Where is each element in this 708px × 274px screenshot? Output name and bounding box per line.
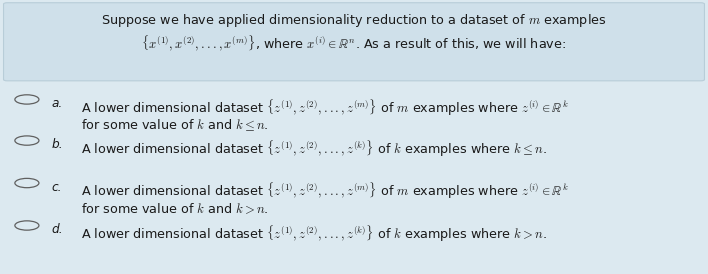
Text: c.: c. xyxy=(52,181,62,194)
Text: A lower dimensional dataset $\{z^{(1)},z^{(2)},...,z^{(k)}\}$ of $k$ examples wh: A lower dimensional dataset $\{z^{(1)},z… xyxy=(81,138,547,159)
FancyBboxPatch shape xyxy=(4,3,704,81)
Text: A lower dimensional dataset $\{z^{(1)},z^{(2)},...,z^{(m)}\}$ of $m$ examples wh: A lower dimensional dataset $\{z^{(1)},z… xyxy=(81,97,569,118)
Text: for some value of $k$ and $k \leq n$.: for some value of $k$ and $k \leq n$. xyxy=(81,118,269,133)
Text: b.: b. xyxy=(52,138,63,151)
Text: A lower dimensional dataset $\{z^{(1)},z^{(2)},...,z^{(k)}\}$ of $k$ examples wh: A lower dimensional dataset $\{z^{(1)},z… xyxy=(81,223,547,244)
Text: for some value of $k$ and $k > n$.: for some value of $k$ and $k > n$. xyxy=(81,201,269,216)
Text: A lower dimensional dataset $\{z^{(1)},z^{(2)},...,z^{(m)}\}$ of $m$ examples wh: A lower dimensional dataset $\{z^{(1)},z… xyxy=(81,181,569,201)
Text: d.: d. xyxy=(52,223,63,236)
Text: Suppose we have applied dimensionality reduction to a dataset of $m$ examples: Suppose we have applied dimensionality r… xyxy=(101,12,607,29)
Text: a.: a. xyxy=(52,97,63,110)
Text: $\{x^{(1)},x^{(2)},...,x^{(m)}\}$, where $x^{(i)} \in \mathbb{R}^n$. As a result: $\{x^{(1)},x^{(2)},...,x^{(m)}\}$, where… xyxy=(142,33,566,53)
